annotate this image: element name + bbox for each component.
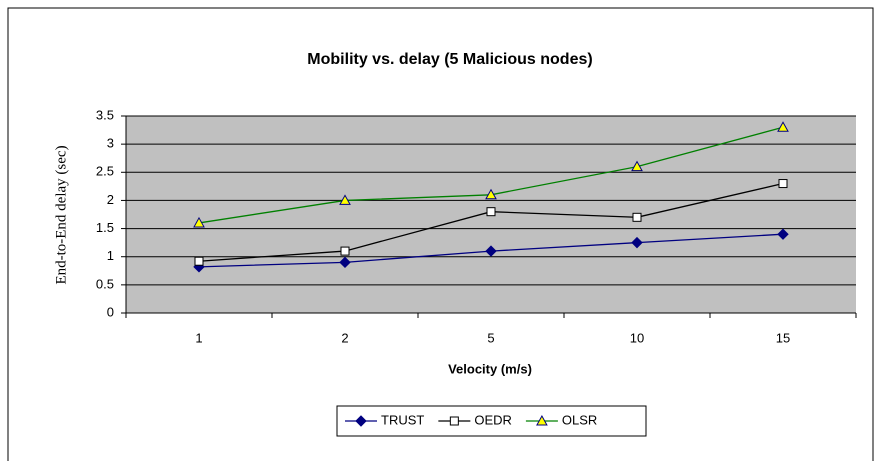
y-axis-label: End-to-End delay (sec) bbox=[53, 145, 69, 284]
y-tick-label: 2.5 bbox=[96, 164, 114, 179]
marker bbox=[778, 179, 788, 189]
legend-label: OLSR bbox=[562, 412, 597, 427]
x-axis-label: Velocity (m/s) bbox=[448, 361, 532, 376]
marker bbox=[339, 256, 351, 269]
marker bbox=[536, 414, 548, 426]
x-tick-label: 2 bbox=[341, 330, 348, 345]
y-tick-label: 3 bbox=[107, 136, 114, 151]
x-tick-label: 1 bbox=[195, 330, 202, 345]
marker bbox=[194, 256, 204, 266]
marker bbox=[355, 415, 367, 427]
legend-box bbox=[336, 405, 647, 437]
marker bbox=[485, 245, 497, 257]
y-tick-label: 1.5 bbox=[96, 220, 114, 235]
marker bbox=[631, 160, 643, 172]
y-tick-label: 3.5 bbox=[96, 107, 114, 122]
marker bbox=[339, 194, 351, 205]
marker bbox=[631, 236, 643, 249]
legend-label: OEDR bbox=[474, 412, 512, 427]
marker bbox=[777, 121, 789, 132]
y-tick-label: 2 bbox=[107, 192, 114, 207]
marker bbox=[777, 228, 789, 240]
chart-title: Mobility vs. delay (5 Malicious nodes) bbox=[307, 51, 592, 68]
x-tick-label: 10 bbox=[630, 330, 644, 345]
y-tick-label: 0 bbox=[107, 304, 114, 319]
legend-label: TRUST bbox=[381, 412, 424, 427]
y-tick-label: 0.5 bbox=[96, 276, 114, 291]
marker bbox=[632, 212, 642, 222]
marker bbox=[340, 246, 350, 256]
marker bbox=[485, 188, 497, 200]
marker bbox=[486, 207, 496, 217]
x-tick-label: 5 bbox=[487, 330, 494, 345]
marker bbox=[449, 416, 459, 426]
x-tick-label: 15 bbox=[776, 330, 790, 345]
y-tick-label: 1 bbox=[107, 248, 114, 263]
marker bbox=[193, 216, 205, 228]
